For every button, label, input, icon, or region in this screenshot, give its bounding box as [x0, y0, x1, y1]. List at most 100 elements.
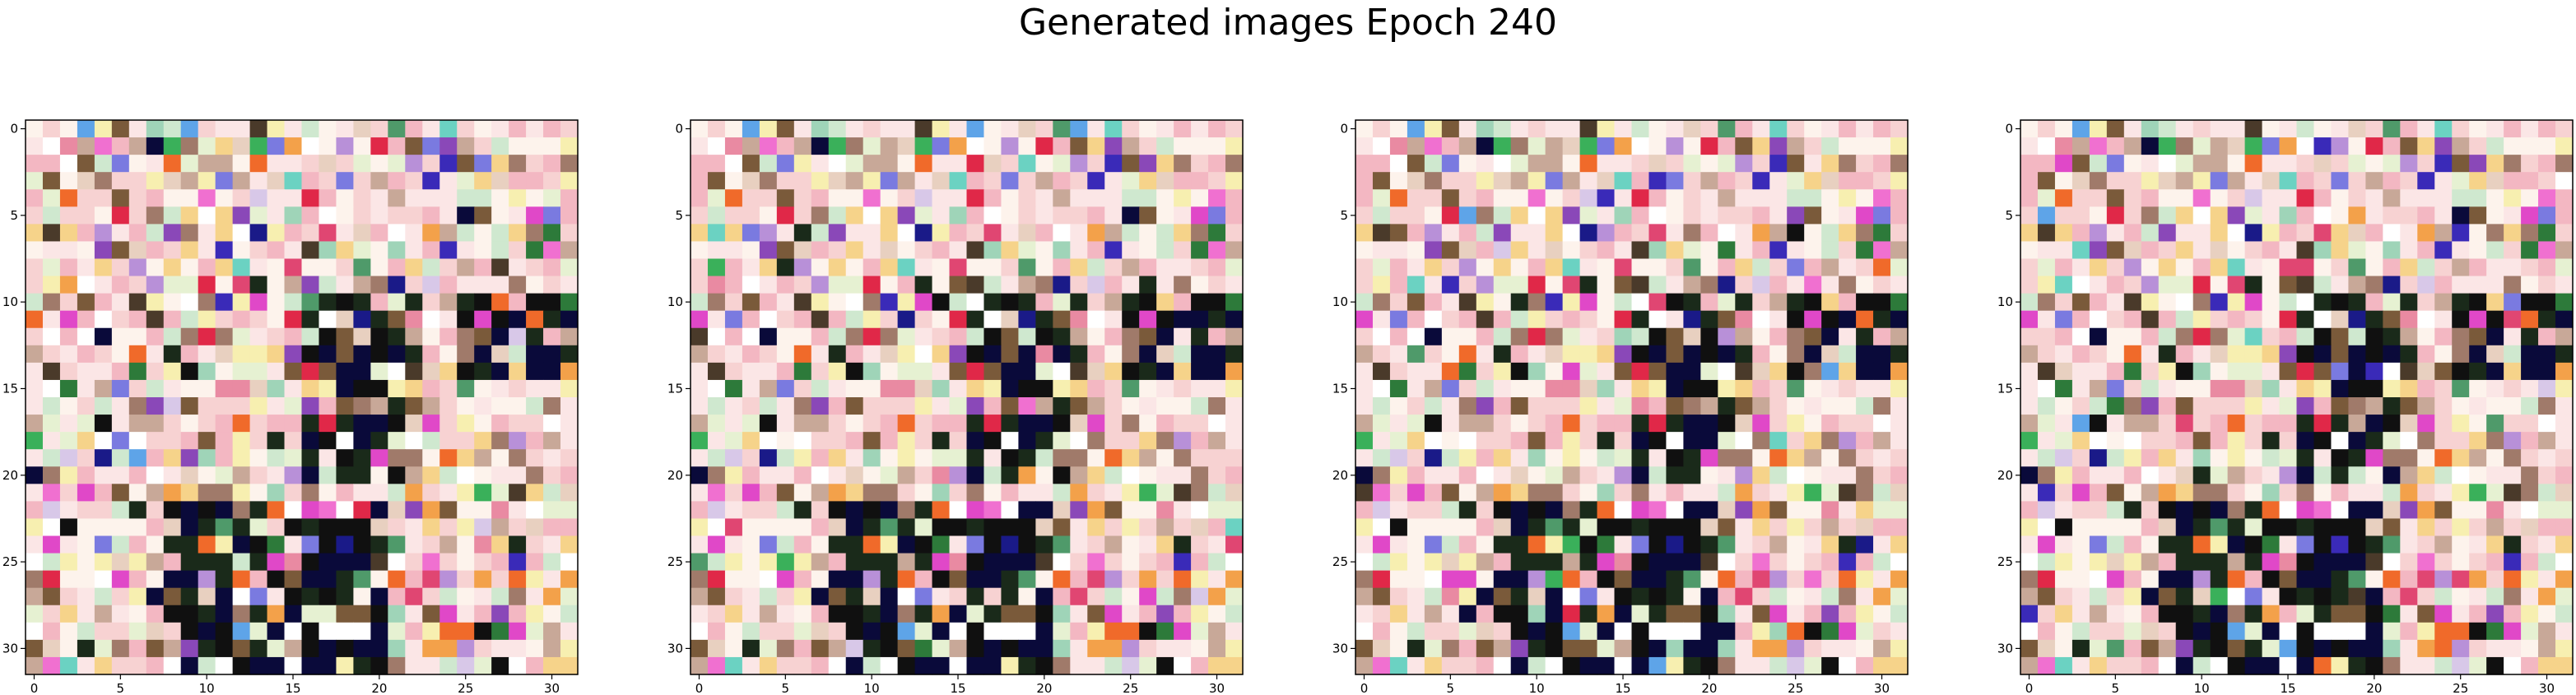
pixel — [949, 553, 968, 572]
pixel — [2192, 362, 2211, 381]
pixel — [1735, 224, 1753, 243]
pixel — [2158, 570, 2177, 589]
pixel — [249, 605, 268, 623]
pixel — [2262, 137, 2281, 155]
pixel — [543, 137, 561, 155]
pixel — [2417, 362, 2435, 381]
pixel — [1018, 224, 1036, 243]
pixel — [1666, 345, 1685, 364]
pixel — [1804, 587, 1822, 606]
pixel — [1139, 501, 1157, 520]
pixel — [2331, 587, 2350, 606]
pixel — [336, 293, 355, 312]
pixel — [845, 224, 864, 243]
pixel — [2089, 258, 2108, 277]
pixel — [2331, 379, 2350, 398]
pixel — [811, 293, 830, 312]
pixel — [1122, 570, 1140, 589]
pixel — [111, 415, 130, 433]
pixel — [2434, 415, 2453, 433]
pixel — [776, 501, 795, 520]
pixel — [2158, 501, 2177, 520]
pixel — [2348, 120, 2366, 138]
pixel — [1631, 362, 1650, 381]
pixel — [1752, 553, 1770, 572]
pixel — [422, 258, 440, 277]
pixel — [1510, 397, 1529, 415]
pixel — [2262, 172, 2281, 190]
pixel — [2106, 241, 2125, 260]
pixel — [526, 362, 544, 381]
pixel — [319, 345, 337, 364]
pixel — [863, 553, 881, 572]
pixel — [2141, 224, 2160, 243]
pixel — [1424, 656, 1443, 675]
pixel — [1890, 622, 1909, 641]
pixel — [2452, 535, 2470, 554]
pixel — [1890, 379, 1909, 398]
pixel — [1208, 327, 1226, 346]
pixel — [1035, 535, 1053, 554]
pixel — [457, 345, 475, 364]
pixel — [1035, 120, 1053, 138]
pixel — [1191, 379, 1209, 398]
pixel — [284, 120, 303, 138]
pixel — [2175, 137, 2194, 155]
pixel — [1821, 120, 1839, 138]
pixel — [1700, 535, 1718, 554]
pixel — [2244, 639, 2263, 658]
pixel — [336, 189, 355, 207]
pixel — [1174, 587, 1192, 606]
pixel — [2486, 553, 2504, 572]
pixel — [1035, 518, 1053, 537]
pixel — [1441, 276, 1460, 294]
pixel — [267, 327, 286, 346]
pixel — [232, 327, 251, 346]
pixel — [232, 656, 251, 675]
pixel — [1683, 310, 1701, 329]
pixel — [2400, 449, 2418, 467]
pixel — [2192, 189, 2211, 207]
pixel — [2469, 415, 2487, 433]
pixel — [1070, 432, 1088, 450]
pixel — [526, 206, 544, 225]
pixel — [707, 449, 726, 467]
x-tick-label: 5 — [117, 681, 125, 695]
pixel — [1372, 362, 1391, 381]
pixel — [215, 155, 234, 173]
pixel — [863, 397, 881, 415]
pixel — [2175, 518, 2194, 537]
pixel — [1648, 137, 1667, 155]
pixel — [2054, 327, 2073, 346]
pixel — [932, 535, 951, 554]
pixel — [914, 570, 933, 589]
pixel — [1104, 484, 1123, 502]
pixel — [1441, 449, 1460, 467]
pixel — [1407, 518, 1425, 537]
pixel — [1087, 553, 1105, 572]
pixel — [793, 206, 812, 225]
pixel — [1122, 293, 1140, 312]
pixel — [2089, 310, 2108, 329]
pixel — [2037, 362, 2056, 381]
pixel — [2486, 224, 2504, 243]
pixel — [2158, 397, 2177, 415]
pixel — [146, 484, 165, 502]
pixel — [26, 535, 44, 554]
pixel — [405, 379, 423, 398]
pixel — [2210, 362, 2229, 381]
pixel — [1597, 276, 1616, 294]
pixel — [526, 605, 544, 623]
pixel — [2504, 501, 2522, 520]
pixel — [2037, 449, 2056, 467]
pixel — [776, 622, 795, 641]
pixel — [2486, 656, 2504, 675]
pixel — [828, 172, 847, 190]
pixel — [2279, 137, 2298, 155]
pixel — [1001, 293, 1020, 312]
pixel — [1458, 276, 1477, 294]
pixel — [1839, 276, 1857, 294]
pixel — [526, 258, 544, 277]
pixel — [707, 327, 726, 346]
pixel — [1856, 605, 1874, 623]
